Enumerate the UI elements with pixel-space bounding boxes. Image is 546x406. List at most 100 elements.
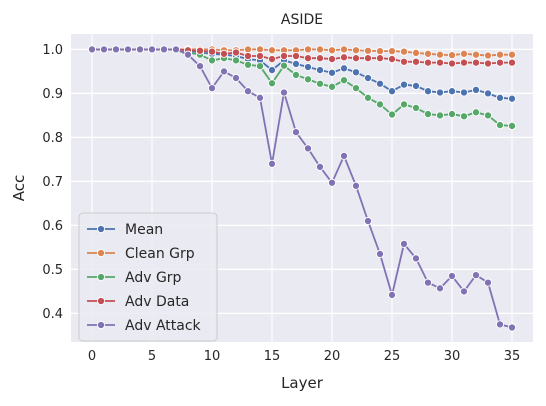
data-point [495,121,505,130]
series-lines [87,45,517,332]
data-point [171,45,181,54]
data-point [207,47,217,56]
data-point [207,56,217,65]
data-point [207,84,217,93]
y-tick-label: 0.9 [42,87,63,102]
data-point [195,62,205,71]
data-point [327,46,337,55]
data-point [483,51,493,60]
legend-item: Adv Data [87,294,189,310]
data-point [471,58,481,67]
data-point [291,59,301,68]
data-point [339,53,349,62]
x-tick-label: 20 [324,349,341,364]
data-point [255,62,265,71]
data-point [375,54,385,63]
x-tick-label: 0 [88,349,96,364]
data-point [459,58,469,67]
legend-frame [78,212,218,342]
y-tick-label: 0.5 [42,263,63,278]
data-point [111,45,121,54]
legend-item: Adv Attack [87,318,202,334]
data-point [279,51,289,61]
x-tick-label: 10 [204,349,221,364]
data-point [267,46,277,55]
legend-label: Adv Data [125,294,189,310]
data-point [423,87,433,96]
data-point [291,51,301,61]
data-point [231,73,241,83]
x-tick-label: 35 [504,349,521,364]
y-tick-label: 0.4 [42,307,63,322]
data-point [243,51,253,61]
data-point [255,51,265,61]
data-point [435,284,445,293]
data-point [435,50,445,59]
data-point [363,216,373,226]
data-point [135,45,145,54]
legend-marker [96,296,106,306]
data-point [435,58,445,67]
data-point [267,159,277,168]
data-point [231,48,241,57]
data-point [411,48,421,57]
legend-label: Clean Grp [125,246,195,262]
x-axis-label: Layer [281,374,324,392]
data-point [459,49,469,58]
data-point [375,100,385,109]
data-point [351,46,361,55]
data-point [303,45,313,54]
data-point [351,181,361,190]
data-point [471,271,481,280]
x-tick-labels: 0 5 10 15 20 25 30 35 [88,349,520,364]
data-point [183,50,193,59]
data-point [483,89,493,98]
data-point [219,49,229,58]
data-point [327,68,337,77]
data-point [291,128,301,137]
legend-label: Adv Grp [125,270,182,286]
data-point [339,45,349,54]
data-point [315,54,325,63]
data-point [303,144,313,153]
data-point [435,111,445,120]
data-point [339,76,349,85]
data-point [459,287,469,296]
data-point [267,66,277,75]
data-point [507,50,517,59]
data-point [351,68,361,77]
x-tick-label: 25 [384,349,401,364]
y-tick-label: 0.6 [42,219,63,234]
data-point [495,320,505,329]
legend-label: Mean [125,222,163,238]
data-point [507,323,517,332]
data-point [303,54,313,63]
y-tick-labels: 0.4 0.5 0.6 0.7 0.8 0.9 1.0 [42,43,63,322]
data-point [339,64,349,73]
data-point [447,59,457,68]
y-tick-label: 0.7 [42,175,63,190]
data-point [351,84,361,93]
data-point [315,45,325,54]
data-point [507,94,517,103]
data-point [399,80,409,89]
data-point [159,45,169,54]
data-point [195,46,205,55]
data-point [495,93,505,102]
data-point [375,47,385,56]
legend-marker [96,272,106,282]
data-point [399,57,409,66]
data-point [387,110,397,119]
data-point [411,57,421,66]
data-point [411,81,421,90]
data-point [423,58,433,67]
series-adv-attack [87,45,517,332]
data-point [375,79,385,88]
data-point [123,45,133,54]
legend-item: Clean Grp [87,246,195,262]
data-point [303,75,313,84]
x-tick-label: 30 [444,349,461,364]
data-point [375,249,385,259]
